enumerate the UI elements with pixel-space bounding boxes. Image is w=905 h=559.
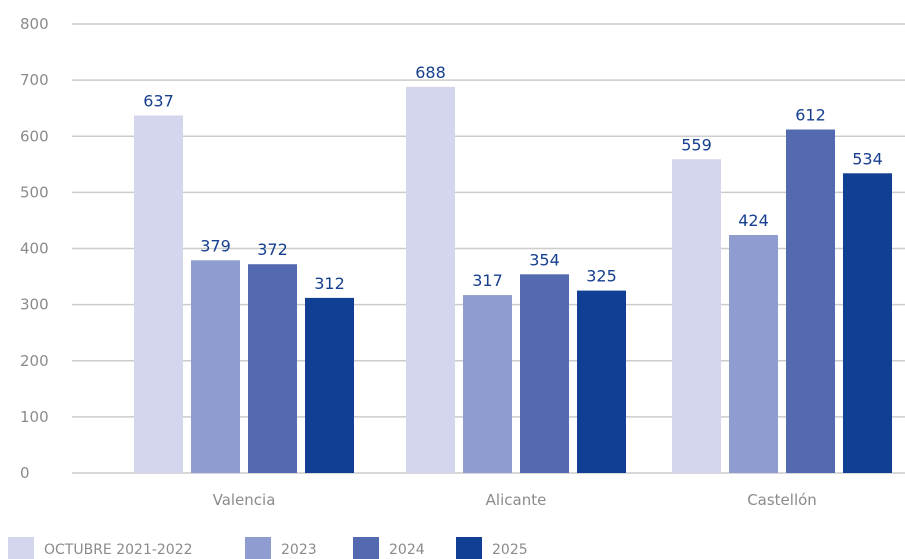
legend-swatch xyxy=(245,537,271,559)
data-label: 612 xyxy=(795,106,826,125)
y-tick-label: 600 xyxy=(20,127,49,145)
data-label: 534 xyxy=(852,149,883,168)
data-label: 688 xyxy=(415,63,446,82)
bar-valencia-2 xyxy=(248,264,297,473)
category-label: Alicante xyxy=(486,491,547,509)
y-tick-label: 400 xyxy=(20,240,49,258)
bars xyxy=(134,86,892,474)
bar-valencia-0 xyxy=(134,115,183,473)
legend-swatch xyxy=(8,537,34,559)
y-tick-label: 700 xyxy=(20,71,49,89)
y-tick-label: 100 xyxy=(20,408,49,426)
category-axis: Valencia Alicante Castellón xyxy=(213,491,817,509)
y-tick-label: 300 xyxy=(20,296,49,314)
bar-castell-n-2 xyxy=(786,129,835,473)
bar-alicante-3 xyxy=(577,290,626,473)
data-label: 424 xyxy=(738,211,769,230)
legend-label: 2024 xyxy=(389,542,425,558)
bar-alicante-1 xyxy=(463,295,512,473)
legend: OCTUBRE 2021-2022 2023 2024 2025 xyxy=(8,537,528,559)
data-label: 559 xyxy=(681,135,712,154)
bar-castell-n-0 xyxy=(672,159,721,474)
data-label: 325 xyxy=(586,267,617,286)
bar-valencia-1 xyxy=(191,260,240,473)
data-label: 379 xyxy=(200,236,231,255)
bar-alicante-2 xyxy=(520,274,569,473)
bar-castell-n-3 xyxy=(843,173,892,474)
data-labels: 637 688 559 379 317 424 372 354 612 312 325 534 xyxy=(143,63,883,293)
data-label: 637 xyxy=(143,91,174,110)
category-label: Valencia xyxy=(213,491,276,509)
bar-valencia-3 xyxy=(305,297,354,473)
data-label: 317 xyxy=(472,271,503,290)
legend-label: 2025 xyxy=(492,542,528,558)
legend-label: OCTUBRE 2021-2022 xyxy=(44,542,193,558)
y-tick-label: 0 xyxy=(20,464,30,482)
legend-label: 2023 xyxy=(281,542,317,558)
legend-swatch xyxy=(353,537,379,559)
bar-alicante-0 xyxy=(406,86,455,474)
legend-swatch xyxy=(456,537,482,559)
bar-castell-n-1 xyxy=(729,235,778,473)
data-label: 312 xyxy=(314,274,345,293)
y-tick-label: 500 xyxy=(20,183,49,201)
y-axis: 0 100 200 300 400 500 600 700 800 xyxy=(20,15,49,482)
data-label: 354 xyxy=(529,250,560,269)
category-label: Castellón xyxy=(747,491,817,509)
y-tick-label: 200 xyxy=(20,352,49,370)
data-label: 372 xyxy=(257,240,288,259)
y-tick-label: 800 xyxy=(20,15,49,33)
